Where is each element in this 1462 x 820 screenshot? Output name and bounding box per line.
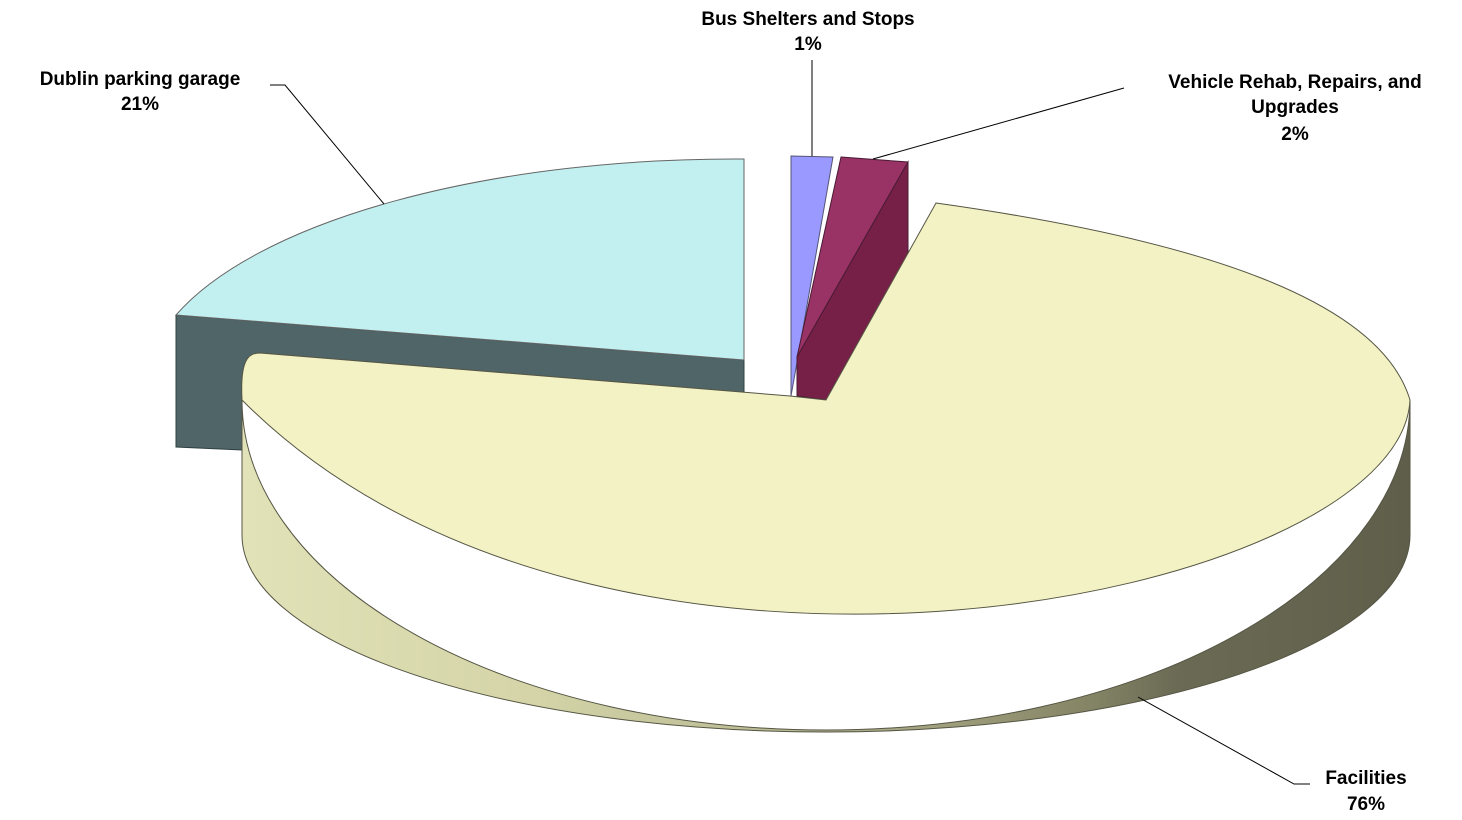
label-bus-name: Bus Shelters and Stops — [701, 9, 914, 30]
slice-facilities — [241, 202, 1411, 733]
label-dublin-name: Dublin parking garage — [40, 69, 241, 90]
leader-line-facilities — [1137, 696, 1310, 785]
slice-labels: Bus Shelters and Stops 1% Vehicle Rehab,… — [40, 9, 1422, 815]
slice-facilities-side — [241, 399, 1411, 733]
label-vehicle-name-line1: Vehicle Rehab, Repairs, and — [1168, 72, 1421, 93]
label-dublin-percent: 21% — [121, 94, 159, 115]
slice-facilities-top — [241, 202, 1411, 615]
label-vehicle-name-line2: Upgrades — [1251, 97, 1339, 118]
leader-lines — [270, 60, 1310, 785]
label-facilities-percent: 76% — [1347, 794, 1385, 815]
slice-dublin-top — [174, 158, 745, 361]
label-bus-percent: 1% — [794, 34, 822, 55]
leader-line-dublin — [270, 84, 385, 205]
label-facilities-name: Facilities — [1325, 768, 1406, 789]
leader-line-vehicle — [872, 87, 1125, 160]
label-vehicle-percent: 2% — [1281, 124, 1309, 145]
